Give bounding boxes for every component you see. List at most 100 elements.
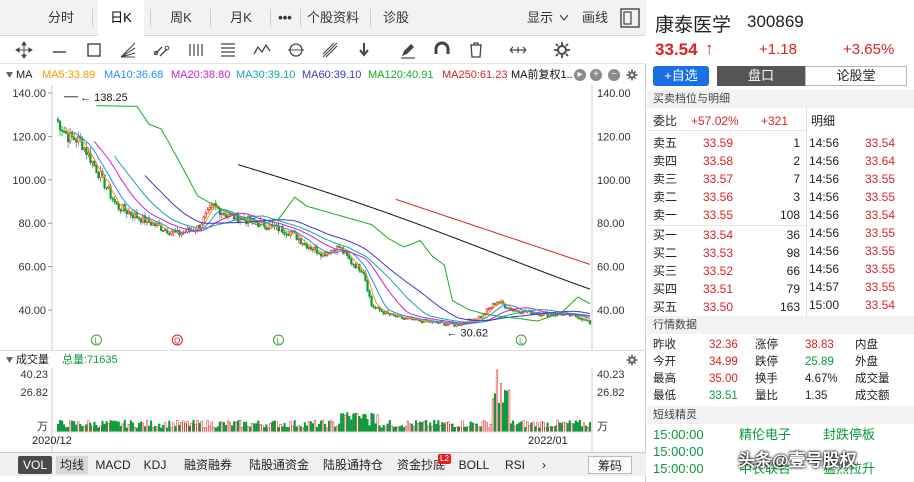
tab-fenshi[interactable]: 分时	[47, 10, 74, 25]
candle-body	[497, 301, 501, 304]
candle-body	[103, 174, 106, 189]
quote-value: 25.89	[805, 356, 834, 368]
tab-lungutang[interactable]: 论股堂	[805, 66, 907, 86]
ma60-value: MA60:39.10	[302, 69, 362, 81]
news-row[interactable]: 15:00:00 中农联合 猛烈拉升	[647, 460, 914, 478]
volume-bar	[463, 426, 466, 433]
watermark: 头条@壹号股权	[738, 451, 857, 470]
volume-bar	[97, 427, 100, 433]
trade-price: 33.55	[865, 280, 896, 294]
tab-more[interactable]: •••	[278, 10, 292, 25]
ma10-line	[73, 131, 591, 326]
candle-body	[380, 309, 383, 312]
volume-bar	[372, 413, 375, 433]
cycle-tool-icon[interactable]	[286, 40, 306, 60]
arrow-down-icon[interactable]	[354, 40, 374, 60]
candlestick-chart[interactable]: 140.00 140.00 120.00 120.00 100.00 100.00 80.0…	[0, 85, 646, 350]
candle-body	[91, 160, 94, 163]
volume-bar	[481, 421, 484, 433]
tab-pankou[interactable]: 盘口	[717, 66, 805, 86]
add-favorite-button[interactable]: +自选	[653, 66, 709, 86]
news-row[interactable]: 15:00:00	[647, 443, 914, 461]
gear-icon[interactable]	[626, 69, 638, 81]
quote-label: 最低	[653, 390, 676, 402]
volume-bar	[89, 422, 92, 433]
news-row[interactable]: 15:00:00 精伦电子 封跌停板	[647, 426, 914, 444]
collapse-triangle-icon[interactable]	[6, 357, 13, 363]
volume-label: 成交量	[16, 354, 49, 366]
trade-detail-row: 14:56 33.54	[809, 134, 914, 152]
fibonacci-icon[interactable]	[218, 40, 238, 60]
volume-bar	[307, 421, 310, 433]
tab-north-flow[interactable]: 陆股通资金	[248, 458, 309, 472]
wave-tool-icon[interactable]	[252, 40, 272, 60]
tab-north-hold[interactable]: 陆股通持仓	[322, 458, 383, 472]
low-price-label: ← 30.62	[446, 327, 488, 339]
news-time: 15:00:00	[653, 461, 704, 476]
period-tabs: 分时 日K 周K 月K ••• 个股资料 诊股 显示 画线	[0, 0, 646, 36]
horizontal-line-icon[interactable]	[50, 40, 70, 60]
tab-rsi[interactable]: RSI	[504, 458, 525, 472]
y-tick-label-left: 40.00	[18, 305, 46, 317]
volume-bar	[546, 422, 549, 433]
display-menu[interactable]: 显示	[526, 10, 553, 25]
trade-detail-row: 14:57 33.55	[809, 278, 914, 296]
tab-margin[interactable]: 融资融券	[183, 458, 232, 472]
rectangle-tool-icon[interactable]	[84, 40, 104, 60]
volume-bar	[210, 421, 213, 433]
tab-bottom-fish[interactable]: 资金抄底	[396, 458, 445, 472]
tab-week-k[interactable]: 周K	[170, 10, 192, 25]
volume-bar	[348, 416, 351, 433]
tab-divider	[370, 9, 371, 27]
tab-diagnose[interactable]: 诊股	[382, 10, 409, 25]
tab-ma[interactable]: 均线	[56, 456, 88, 474]
magnet-icon[interactable]	[432, 40, 452, 60]
gear-icon[interactable]	[626, 354, 638, 366]
zoom-in-icon[interactable]: +	[590, 69, 602, 81]
volume-bar	[291, 425, 294, 433]
volume-bar	[586, 426, 590, 433]
bid-row: 买四 33.51 79	[647, 280, 806, 298]
scroll-right-icon[interactable]: ▸	[574, 69, 586, 81]
channel-tool-icon[interactable]	[152, 40, 172, 60]
tab-company-profile[interactable]: 个股资料	[306, 10, 359, 25]
candle-body	[370, 296, 373, 307]
volume-bar	[174, 426, 177, 433]
panel-toggle-icon[interactable]	[620, 8, 640, 28]
volume-bar	[226, 420, 229, 433]
pencil-icon[interactable]	[398, 40, 418, 60]
quote-value: 34.99	[709, 356, 738, 368]
level-volume: 3	[793, 190, 800, 204]
tab-macd[interactable]: MACD	[95, 458, 131, 472]
tab-day-k[interactable]: 日K	[98, 0, 144, 36]
volume-bar	[548, 426, 551, 433]
volume-bar	[578, 419, 581, 433]
tab-boll[interactable]: BOLL	[458, 458, 490, 472]
crosshair-move-icon[interactable]	[14, 40, 34, 60]
tab-vol[interactable]: VOL	[18, 456, 52, 474]
parallel-lines-icon[interactable]	[186, 40, 206, 60]
volume-bar	[386, 423, 389, 433]
quote-value: 33.51	[709, 390, 738, 402]
tab-chips[interactable]: 筹码	[588, 456, 632, 474]
fan-lines-icon[interactable]	[118, 40, 138, 60]
expand-arrows-icon[interactable]	[508, 40, 528, 60]
news-time: 15:00:00	[653, 444, 704, 459]
zoom-out-icon[interactable]: −	[608, 69, 620, 81]
trash-icon[interactable]	[466, 40, 486, 60]
draw-line-button[interactable]: 画线	[581, 10, 608, 25]
tab-month-k[interactable]: 月K	[230, 10, 252, 25]
volume-bar	[582, 422, 585, 433]
volume-bar	[259, 424, 262, 433]
volume-chart[interactable]: 40.23 40.23 26.82 26.82 万 万 2020/12 2022/01	[0, 368, 646, 452]
volume-bar	[315, 426, 318, 433]
chevron-down-icon[interactable]	[560, 15, 568, 21]
vol-tick-label-right: 万	[597, 421, 608, 433]
ask-row: 卖一 33.55 108	[647, 206, 806, 224]
gear-icon[interactable]	[552, 40, 572, 60]
more-tabs-icon[interactable]: ›	[542, 458, 546, 472]
tab-kdj[interactable]: KDJ	[143, 458, 167, 472]
collapse-triangle-icon[interactable]	[6, 72, 13, 78]
gann-tool-icon[interactable]	[320, 40, 340, 60]
volume-bar	[489, 423, 492, 433]
